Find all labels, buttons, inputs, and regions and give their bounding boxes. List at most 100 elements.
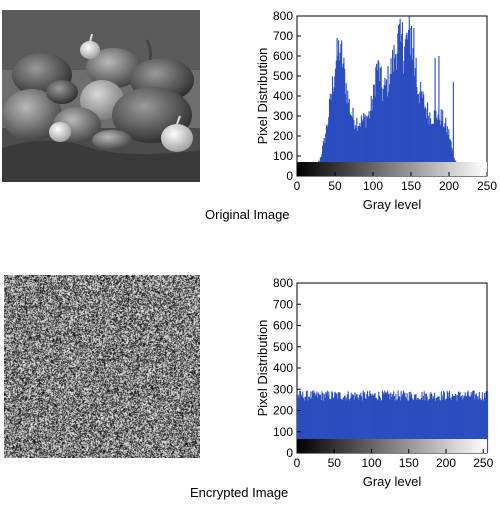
histogram-bar xyxy=(331,94,333,176)
histogram-bar xyxy=(425,393,427,453)
histogram-bar xyxy=(405,34,407,176)
histogram-bar xyxy=(384,390,386,453)
histogram-bar xyxy=(355,394,357,453)
histogram-bar xyxy=(458,392,460,453)
histogram-bar xyxy=(354,392,356,453)
y-tick-label: 100 xyxy=(273,149,293,163)
histogram-bar xyxy=(326,390,328,453)
histogram-bar xyxy=(385,79,388,176)
histogram-bar xyxy=(412,399,414,453)
histogram-bar xyxy=(423,108,426,176)
histogram-bar xyxy=(445,132,448,176)
histogram-bar xyxy=(481,392,483,453)
histogram-bar xyxy=(375,398,378,453)
histogram-bar xyxy=(301,396,303,453)
histogram-bar xyxy=(483,400,485,453)
histogram-bar xyxy=(363,392,365,453)
histogram-bar xyxy=(439,124,441,176)
histogram-bar xyxy=(432,395,434,453)
histogram-bar xyxy=(437,114,439,176)
histogram-bar xyxy=(385,85,387,176)
histogram-bar xyxy=(350,114,352,176)
histogram-bar xyxy=(322,141,324,176)
histogram-bar xyxy=(446,398,448,453)
histogram-bar xyxy=(396,53,398,176)
histogram-bar xyxy=(422,399,424,453)
histogram-bar xyxy=(413,394,416,453)
histogram-bar xyxy=(430,118,432,176)
histogram-plot: 0 100 200 300 400 500 600 700 800 0 50 100 150 200 250… xyxy=(255,276,494,489)
histogram-bar xyxy=(395,393,397,453)
histogram-bar xyxy=(408,16,410,176)
histogram-bar xyxy=(320,400,322,453)
histogram-bar xyxy=(411,394,413,453)
histogram-bar xyxy=(409,28,411,176)
histogram-bar xyxy=(405,398,407,453)
histogram-bar xyxy=(475,393,477,453)
histogram-bar xyxy=(487,390,489,453)
histogram-bar xyxy=(393,44,395,177)
histogram-bar xyxy=(338,60,340,177)
histogram-bar xyxy=(473,390,475,453)
histogram-bar xyxy=(370,95,372,176)
histogram-bar xyxy=(466,396,468,453)
histogram-bar xyxy=(398,25,400,177)
histogram-bar xyxy=(329,399,331,453)
histogram-bar xyxy=(322,393,324,453)
histogram-bar xyxy=(482,399,484,453)
histogram-bar xyxy=(418,103,420,176)
histogram-bar xyxy=(333,87,335,176)
histogram-bar xyxy=(373,395,375,453)
y-tick-label: 600 xyxy=(273,49,293,63)
histogram-bar xyxy=(411,59,413,176)
histogram-bar xyxy=(440,109,442,176)
histogram-bar xyxy=(297,394,299,453)
histogram-bar xyxy=(331,76,334,176)
x-tick-label: 0 xyxy=(294,456,301,470)
histogram-bar xyxy=(467,390,469,453)
histogram-bar xyxy=(325,133,327,176)
histogram-bar xyxy=(417,398,419,453)
histogram-bar xyxy=(309,399,311,453)
histogram-bar xyxy=(369,118,371,176)
y-tick-label: 700 xyxy=(273,297,293,311)
y-tick-label: 500 xyxy=(273,340,293,354)
histogram-bar xyxy=(379,81,381,176)
x-tick-label: 150 xyxy=(401,179,421,193)
histogram-bar xyxy=(480,400,482,453)
histogram-bar xyxy=(397,390,399,453)
histogram-bar xyxy=(349,398,351,453)
histogram-bar xyxy=(450,399,452,453)
histogram-bar xyxy=(382,88,384,176)
histogram-bar xyxy=(419,399,421,453)
histogram-bar xyxy=(357,131,359,176)
histogram-bar xyxy=(395,70,397,176)
y-tick-label: 500 xyxy=(273,69,293,83)
histogram-bar xyxy=(391,393,393,453)
histogram-bar xyxy=(358,125,360,176)
histogram-bar xyxy=(429,112,431,176)
histogram-bar xyxy=(419,399,422,453)
histogram-bar xyxy=(384,392,387,453)
histogram-bar xyxy=(478,392,480,453)
histogram-bar xyxy=(341,40,343,176)
histogram-bar xyxy=(413,28,415,176)
histogram-bar xyxy=(391,74,393,176)
histogram-bar xyxy=(381,399,383,453)
y-tick-label: 800 xyxy=(273,276,293,290)
histogram-bar xyxy=(302,391,304,453)
histogram-bar xyxy=(315,393,317,453)
histogram-bar xyxy=(310,391,312,453)
histogram-bar xyxy=(403,60,405,177)
histogram-bar xyxy=(438,396,440,453)
histogram-bar xyxy=(300,394,302,453)
encrypted-image-caption: Encrypted Image xyxy=(190,485,289,500)
histogram-bar xyxy=(387,65,389,176)
histogram-bar xyxy=(419,92,421,176)
histogram-bar xyxy=(406,32,408,177)
histogram-bar xyxy=(335,392,337,453)
histogram-bar xyxy=(386,96,388,176)
histogram-bar xyxy=(365,127,367,176)
histogram-bar xyxy=(474,399,476,453)
histogram-bar xyxy=(446,126,448,176)
